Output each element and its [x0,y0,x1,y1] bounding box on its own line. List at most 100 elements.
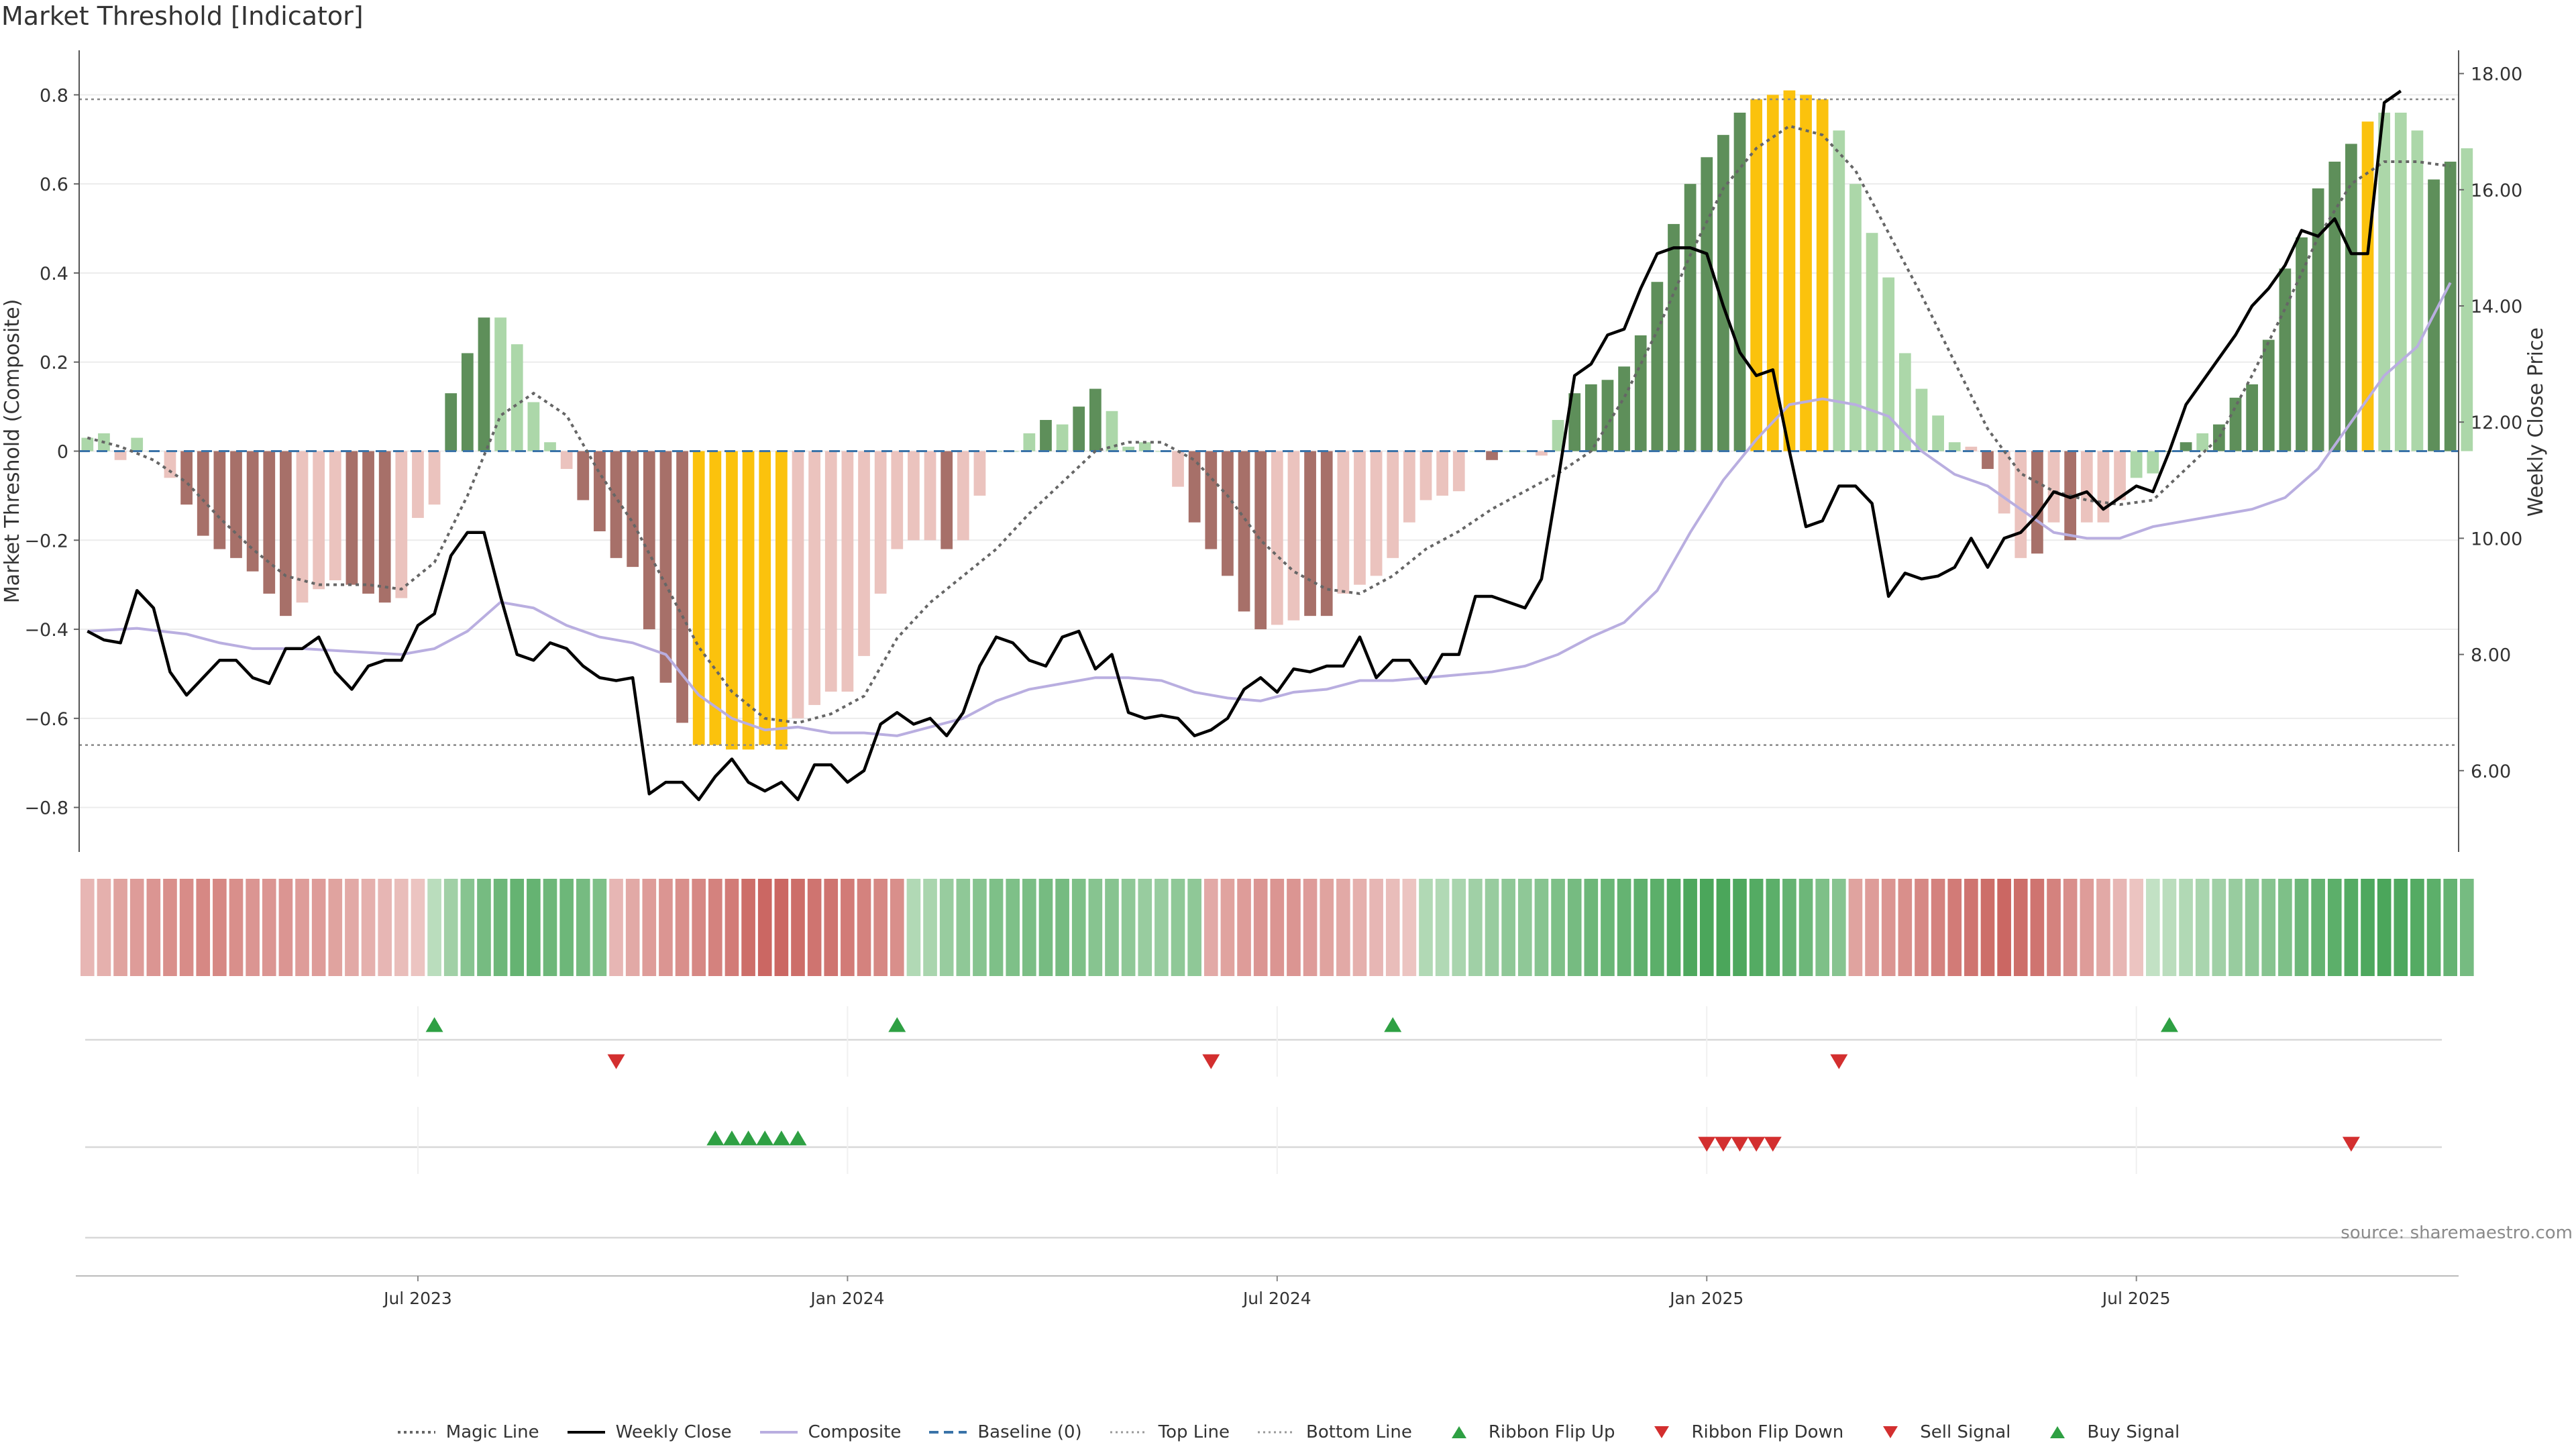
composite-bar [1337,451,1350,594]
composite-bar [2361,121,2374,451]
ribbon-cell [394,879,409,976]
composite-bar [164,451,176,478]
ribbon-cell [443,879,458,976]
ribbon-cell [675,879,690,976]
y2-tick-label: 12.00 [2471,413,2522,433]
ribbon-cell [1650,879,1664,976]
composite-bar [1536,451,1548,456]
composite-bar [1354,451,1366,585]
ribbon-cell [411,879,425,976]
composite-bar [461,353,474,451]
composite-bar [1089,388,1102,451]
composite-bar [2296,237,2308,451]
ribbon-cell [2460,879,2474,976]
composite-bar [2047,451,2060,523]
composite-bar [362,451,374,594]
y-tick-label: 0.2 [40,353,68,374]
composite-bars [81,90,2473,750]
solid-black-line-icon [566,1424,606,1441]
ribbon-cell [80,879,95,976]
composite-bar [824,451,837,692]
composite-bar [2328,161,2341,451]
ribbon-cell [1287,879,1301,976]
composite-bar [659,451,672,683]
composite-bar [1668,223,1680,451]
ribbon-cell [2394,879,2408,976]
ribbon-cell [527,879,541,976]
composite-bar [329,451,341,581]
composite-bar [2444,161,2457,451]
ribbon-cell [973,879,987,976]
ribbon-flip-down-marker [1830,1054,1848,1069]
composite-bar [395,451,408,598]
composite-bar [1172,451,1184,487]
ribbon-cell [345,879,359,976]
ribbon-cell [2245,879,2259,976]
ribbon-cell [1766,879,1780,976]
ribbon-cell [1452,879,1466,976]
ribbon-cell [2145,879,2160,976]
composite-bar [1452,451,1465,492]
y-tick-label: 0.8 [40,85,68,106]
composite-bar [494,317,506,451]
ribbon-cell [2162,879,2177,976]
composite-bar [1486,451,1498,460]
ribbon-cell [757,879,772,976]
composite-bar [1106,411,1118,451]
legend-item: Baseline (0) [928,1422,1082,1442]
ribbon-cell [923,879,937,976]
ribbon-cell [2212,879,2226,976]
x-tick-label: Jan 2024 [809,1289,884,1308]
ribbon-cell [361,879,376,976]
ribbon-cell [163,879,177,976]
ribbon-cell [1699,879,1714,976]
ribbon-cell [2129,879,2143,976]
ribbon-cell [2311,879,2325,976]
composite-bar [908,451,920,541]
composite-bar [1766,95,1779,451]
composite-bar [676,451,688,723]
ribbon-cell [1551,879,1565,976]
composite-bar [1188,451,1201,523]
ribbon-cell [1980,879,1995,976]
composite-bar [230,451,242,558]
ribbon-cell [1848,879,1863,976]
composite-bar [1783,90,1796,451]
ribbon-cell [1881,879,1896,976]
ribbon-cell [460,879,475,976]
composite-bar [2262,339,2275,451]
legend-item: Composite [759,1422,901,1442]
y2-tick-label: 18.00 [2471,64,2522,85]
ribbon-cell [262,879,276,976]
composite-bar [1634,335,1647,451]
y-tick-label: −0.8 [24,798,68,819]
ribbon-cell [196,879,211,976]
legend-label: Magic Line [445,1422,539,1442]
composite-bar [775,451,788,750]
composite-bar [131,437,144,451]
y-tick-label: 0.6 [40,174,68,195]
composite-bar [313,451,325,590]
composite-bar [2279,268,2292,451]
source-note: source: sharemaestro.com [2341,1223,2573,1243]
legend-item: Ribbon Flip Up [1439,1422,1615,1442]
reference-lines [79,98,2459,746]
composite-bar [1238,451,1250,612]
ribbon-cell [1567,879,1582,976]
axes: 0.8 0.6 0.4 0.2 0 −0.2 −0.4 −0.6 −0.8 18.00 16.00 1… [1,50,2548,852]
legend: Magic Line Weekly Close Composite Baseline … [0,1422,2576,1442]
gridlines [79,94,2459,808]
composite-bar [643,451,655,630]
ribbon-cell [1501,879,1515,976]
ribbon-cell [2195,879,2210,976]
ribbon-cell [1088,879,1103,976]
ribbon-cell [1055,879,1069,976]
dotted-gray-line-icon [1256,1424,1297,1441]
ribbon-cell [1997,879,2011,976]
ribbon-cell [1320,879,1334,976]
composite-bar [378,451,391,603]
composite-bar [1618,366,1630,451]
composite-bar [2147,451,2159,474]
composite-bar [114,451,127,460]
composite-bar [858,451,870,656]
